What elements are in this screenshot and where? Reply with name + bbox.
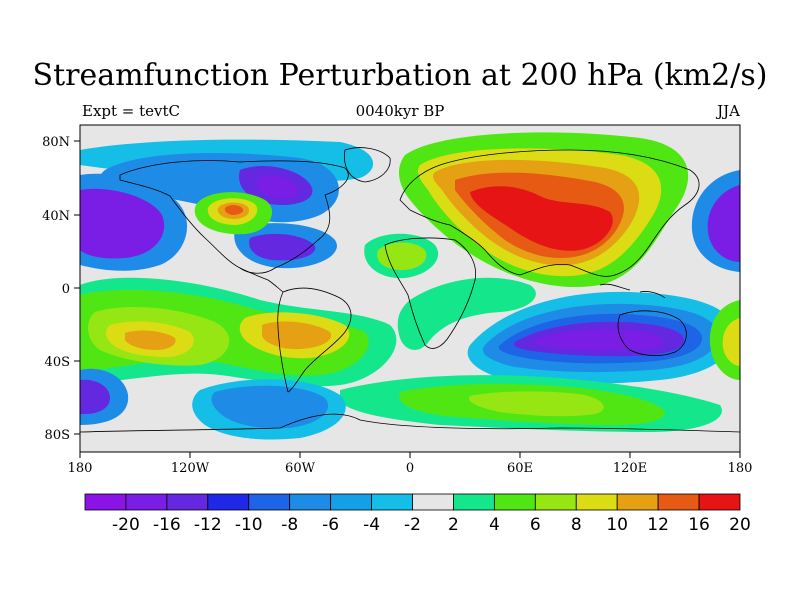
colorbar-label: -20 <box>112 515 140 535</box>
x-tick-0: 0 <box>406 461 414 476</box>
colorbar-label: -2 <box>404 515 421 535</box>
colorbar-label: -6 <box>322 515 339 535</box>
contour-south-pacific-orange <box>125 330 176 350</box>
y-tick-40n: 40N <box>42 209 70 224</box>
colorbar-label: -8 <box>281 515 298 535</box>
colorbar-swatch <box>166 493 209 511</box>
colorbar-swatch <box>616 493 659 511</box>
coastline-central-america <box>239 267 284 293</box>
coastline-south-america <box>277 287 352 393</box>
contour-eurasia-red <box>470 186 613 251</box>
colorbar-swatch <box>207 493 250 511</box>
contour-canada-deep <box>256 175 299 199</box>
contour-pacific-west-purple <box>80 188 165 259</box>
contour-us-purple <box>249 233 316 261</box>
colorbar-swatch <box>453 493 495 511</box>
y-tick-80n: 80N <box>42 135 70 150</box>
contour-pacific-east-purple <box>707 185 740 262</box>
colorbar-swatch <box>289 493 332 511</box>
colorbar-label: -12 <box>194 515 222 535</box>
x-tick-120e: 120E <box>613 461 647 476</box>
contour-southeast-edge-yellow <box>722 318 740 366</box>
x-tick-60w: 60W <box>285 461 316 476</box>
colorbar-swatch <box>248 493 291 511</box>
map-title: Streamfunction Perturbation at 200 hPa (… <box>32 58 768 93</box>
colorbar-label: 2 <box>448 515 459 535</box>
coastline-north-america <box>119 160 349 274</box>
y-tick-40s: 40S <box>45 355 70 370</box>
contour-southwest-edge-purple <box>80 379 110 415</box>
time-label: 0040kyr BP <box>355 102 445 120</box>
y-tick-0: 0 <box>62 282 70 297</box>
x-tick-180w: 180 <box>68 461 93 476</box>
colorbar-swatch <box>493 493 536 511</box>
colorbar-swatch <box>698 493 741 511</box>
coastline-africa <box>384 237 477 349</box>
axis-ticks <box>74 140 741 458</box>
colorbar: -20 -16 -12 -10 -8 -6 -4 -2 2 4 6 8 10 12 16 20 <box>84 493 751 535</box>
coastlines <box>80 147 740 433</box>
colorbar-label: -4 <box>363 515 380 535</box>
colorbar-label: 10 <box>606 515 628 535</box>
coastline-eurasia <box>399 149 700 277</box>
colorbar-label: -16 <box>153 515 181 535</box>
colorbar-label: 6 <box>530 515 541 535</box>
x-tick-60e: 60E <box>507 461 533 476</box>
coastline-indonesia <box>599 283 666 299</box>
x-tick-180e: 180 <box>728 461 753 476</box>
contour-australia-deep <box>533 329 664 351</box>
colorbar-swatch <box>125 493 168 511</box>
colorbar-label: 4 <box>489 515 500 535</box>
colorbar-label: 20 <box>729 515 751 535</box>
colorbar-swatch <box>330 493 372 511</box>
colorbar-swatch <box>371 493 413 511</box>
contour-southern-ocean-yellow <box>469 391 604 417</box>
coastline-australia <box>617 310 687 356</box>
experiment-label: Expt = tevtC <box>82 102 181 120</box>
coastline-antarctica <box>80 413 740 433</box>
colorbar-label: 12 <box>647 515 669 535</box>
contour-south-atlantic-green <box>397 277 536 350</box>
colorbar-swatch <box>575 493 618 511</box>
contour-atlantic-yellow <box>377 242 427 270</box>
season-label: JJA <box>717 102 740 120</box>
contour-antarctic-darkblue <box>211 385 329 429</box>
x-tick-120w: 120W <box>171 461 210 476</box>
y-tick-80s: 80S <box>45 428 70 443</box>
colorbar-label: 8 <box>571 515 582 535</box>
colorbar-swatch <box>412 493 454 511</box>
colorbar-swatch <box>657 493 700 511</box>
coastline-greenland <box>344 147 391 183</box>
colorbar-label: -10 <box>235 515 263 535</box>
contour-field <box>80 125 740 452</box>
colorbar-label: 16 <box>688 515 710 535</box>
colorbar-swatch <box>84 493 127 511</box>
contour-western-high-red <box>224 205 244 215</box>
colorbar-swatch <box>534 493 577 511</box>
